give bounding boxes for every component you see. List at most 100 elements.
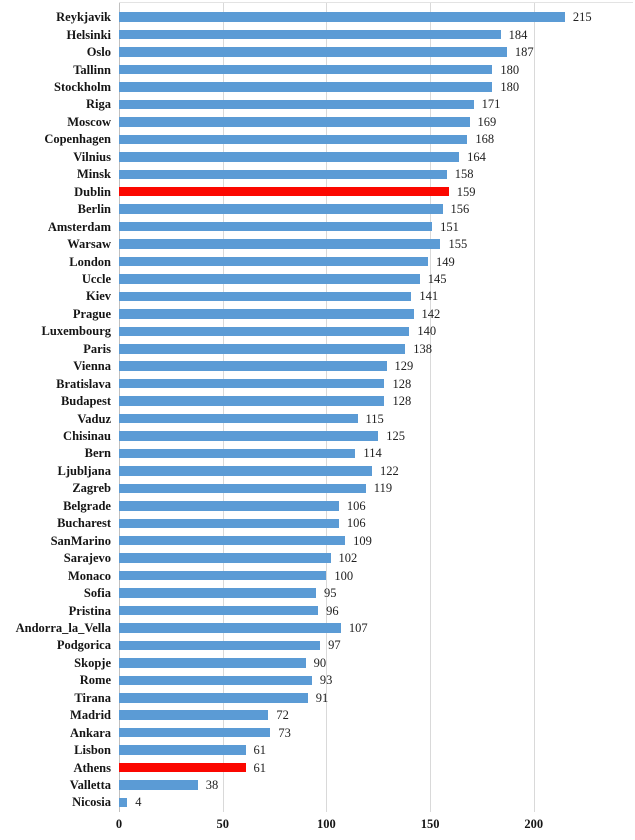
bar [119, 710, 269, 720]
x-axis-tick-label: 100 [317, 817, 336, 831]
gridline [223, 3, 224, 812]
value-label: 96 [326, 603, 339, 618]
category-label: Kiev [86, 289, 111, 304]
value-label: 145 [427, 271, 447, 286]
value-label: 184 [508, 27, 528, 42]
category-axis-line [119, 3, 120, 812]
value-label: 106 [346, 516, 366, 531]
value-label: 122 [380, 463, 399, 478]
gridline [326, 3, 327, 812]
bar [119, 448, 356, 459]
category-label: Sofia [83, 586, 111, 601]
bar [119, 239, 441, 249]
value-label: 72 [276, 708, 289, 723]
value-label: 156 [450, 202, 470, 217]
value-label: 119 [373, 481, 393, 496]
category-label: Podgorica [56, 638, 111, 653]
value-label: 168 [475, 132, 495, 147]
bar [119, 396, 385, 406]
value-label: 215 [572, 10, 592, 25]
category-label: Andorra_la_Vella [15, 620, 111, 635]
bar [119, 82, 493, 92]
category-label: Berlin [77, 202, 111, 217]
category-label: Ankara [70, 725, 111, 740]
bar [119, 605, 319, 616]
category-label: London [69, 254, 111, 269]
category-label: Tirana [74, 690, 111, 705]
category-label: Moscow [67, 114, 111, 129]
bar [119, 675, 312, 686]
value-label: 155 [448, 237, 468, 252]
value-label: 115 [365, 411, 384, 426]
value-label: 107 [348, 620, 368, 635]
value-label: 151 [440, 219, 459, 234]
bar [119, 117, 470, 127]
category-label: Zagreb [72, 481, 111, 496]
bar [119, 501, 339, 511]
x-axis-tick-label: 200 [524, 817, 544, 831]
category-label: Warsaw [67, 237, 111, 252]
category-label: Sarajevo [63, 551, 111, 566]
x-axis-tick-label: 50 [216, 817, 229, 831]
bar [119, 99, 474, 110]
bar [119, 658, 306, 668]
category-label: Athens [73, 760, 111, 775]
category-label: Copenhagen [44, 132, 111, 147]
category-label: Lisbon [74, 743, 111, 758]
category-label: Riga [86, 97, 111, 112]
bar [119, 797, 128, 808]
bar [119, 483, 366, 494]
category-label: Bucharest [57, 516, 111, 531]
category-label: Amsterdam [47, 219, 111, 234]
value-label: 141 [419, 289, 439, 304]
value-label: 142 [421, 306, 441, 321]
category-label: Paris [83, 341, 111, 356]
value-label: 128 [392, 394, 412, 409]
bar [119, 413, 358, 424]
bar [119, 570, 327, 581]
value-label: 102 [338, 551, 358, 566]
value-label: 180 [500, 62, 520, 77]
bar [119, 29, 501, 40]
bar [119, 344, 406, 354]
value-label: 159 [456, 184, 476, 199]
value-label: 128 [392, 376, 412, 391]
bar [119, 640, 321, 651]
bar [119, 553, 331, 563]
value-label: 38 [205, 778, 219, 792]
value-label: 61 [253, 743, 267, 758]
value-label: 95 [324, 586, 337, 601]
category-label: Helsinki [66, 27, 111, 42]
category-label: Budapest [60, 394, 111, 409]
value-label: 109 [353, 533, 372, 548]
bar [119, 623, 341, 633]
category-label: Madrid [70, 708, 111, 723]
bar [119, 134, 468, 145]
bar [119, 152, 460, 162]
value-label: 125 [386, 429, 405, 443]
value-label: 90 [313, 655, 327, 670]
bar [119, 204, 443, 214]
category-label: Dublin [74, 184, 111, 199]
category-label: Vaduz [77, 411, 111, 426]
bar [119, 169, 447, 179]
category-label: SanMarino [50, 533, 111, 548]
value-label: 129 [394, 359, 414, 374]
gridline [534, 3, 535, 812]
category-label: Valletta [69, 778, 111, 792]
category-label: Oslo [86, 45, 111, 60]
bar [119, 780, 198, 790]
category-label: Ljubljana [57, 463, 112, 478]
bar [119, 47, 507, 57]
bar-highlighted [119, 762, 246, 773]
x-axis-tick-label: 150 [420, 817, 440, 831]
value-label: 171 [481, 97, 501, 112]
category-label: Pristina [68, 603, 111, 618]
category-label: Reykjavik [56, 10, 111, 25]
bar [119, 588, 317, 598]
category-label: Bern [84, 446, 111, 461]
bar [119, 745, 246, 755]
bar [119, 727, 271, 738]
plot-area-top-border [119, 2, 633, 3]
category-label: Stockholm [54, 80, 111, 94]
